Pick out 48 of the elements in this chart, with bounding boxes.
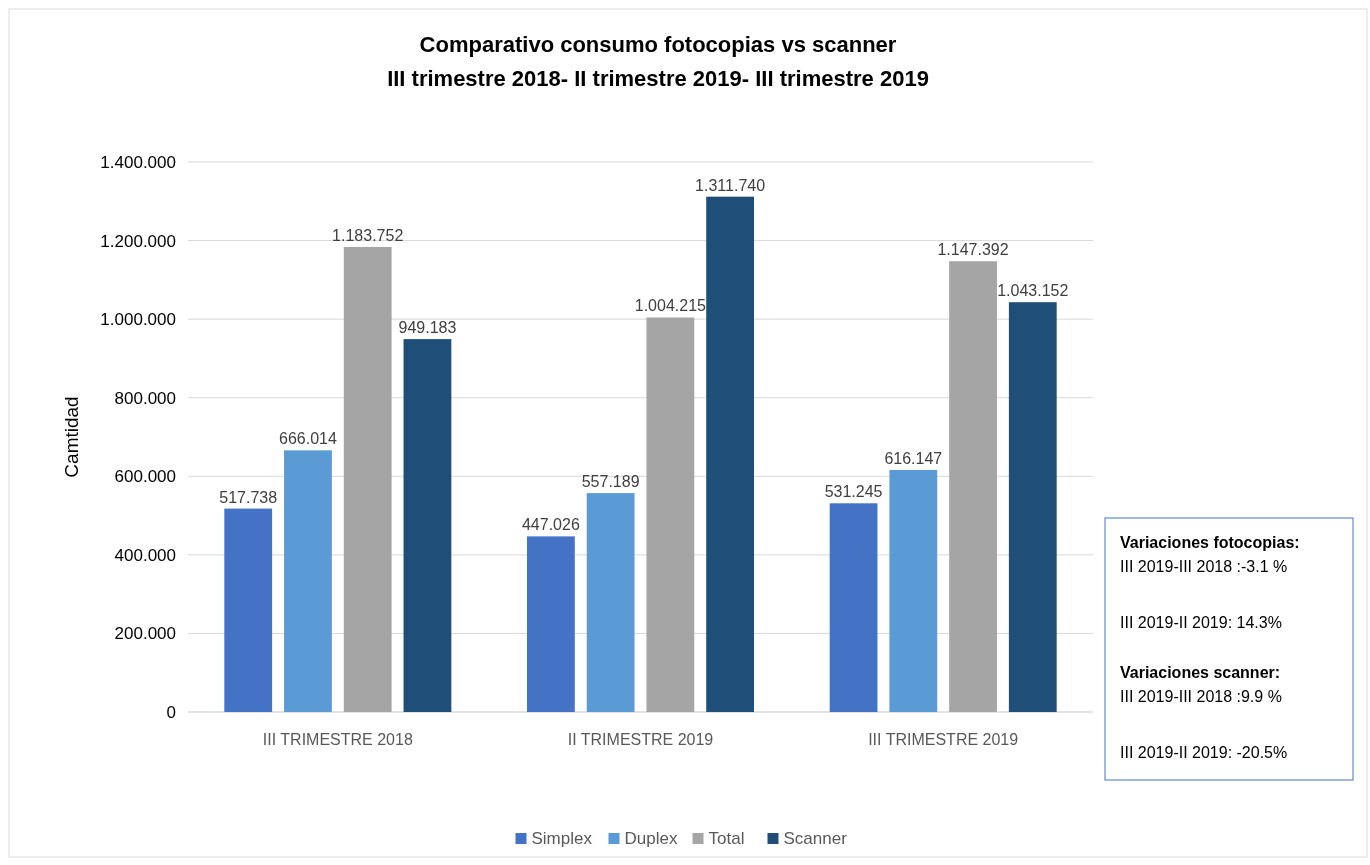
bar (646, 317, 695, 712)
data-label: 1.043.152 (997, 282, 1069, 300)
legend-label: Total (708, 829, 745, 848)
bar (224, 508, 273, 712)
bar (586, 493, 635, 712)
y-tick-label: 1.200.000 (100, 231, 176, 251)
text: III 2019-III 2018 :-3.1 % (1120, 558, 1288, 575)
chart-subtitle: III trimestre 2018- II trimestre 2019- III trimestre 2019 (387, 66, 929, 91)
y-tick-label: 800.000 (114, 388, 176, 408)
bar (829, 503, 878, 712)
y-axis-title: Camtidad (61, 396, 82, 478)
text: III 2019-II 2019: 14.3% (1120, 614, 1282, 631)
y-tick-label: 1.400.000 (100, 153, 176, 172)
x-tick-label: III TRIMESTRE 2019 (868, 731, 1019, 748)
y-tick-label: 200.000 (114, 624, 176, 644)
data-label: 557.189 (581, 473, 640, 491)
y-tick-label: 600.000 (114, 467, 176, 487)
data-label: 1.311.740 (695, 176, 766, 194)
data-label: 1.183.752 (332, 226, 404, 244)
data-label: 949.183 (398, 319, 457, 337)
data-label: 531.245 (824, 483, 883, 501)
y-tick-label: 1.000.000 (100, 310, 176, 330)
text: Variaciones scanner: (1120, 664, 1281, 681)
chart-title: Comparativo consumo fotocopias vs scanner (419, 32, 897, 57)
bar (949, 261, 997, 712)
data-label: 1.004.215 (634, 297, 707, 315)
x-tick-label: II TRIMESTRE 2019 (567, 731, 714, 748)
x-tick-label: III TRIMESTRE 2018 (262, 731, 413, 748)
legend-label: Simplex (531, 829, 593, 848)
bar (1008, 302, 1057, 712)
legend-label: Scanner (783, 829, 848, 848)
bar (343, 246, 392, 712)
data-label: 666.014 (279, 430, 337, 448)
text: Variaciones fotocopias: (1120, 534, 1300, 551)
bar (706, 196, 754, 712)
bar (284, 450, 332, 712)
bar (403, 339, 452, 712)
bar (527, 536, 575, 712)
data-label: 616.147 (884, 449, 943, 467)
y-tick-label: 0 (166, 703, 176, 722)
data-label: 517.738 (219, 488, 278, 506)
text: III 2019-III 2018 :9.9 % (1120, 688, 1282, 705)
data-label: 1.147.392 (937, 241, 1009, 259)
data-label: 447.026 (521, 516, 580, 534)
bar (889, 469, 938, 712)
y-tick-label: 400.000 (114, 545, 176, 565)
legend-label: Duplex (624, 829, 678, 848)
text: III 2019-II 2019: -20.5% (1120, 744, 1288, 761)
